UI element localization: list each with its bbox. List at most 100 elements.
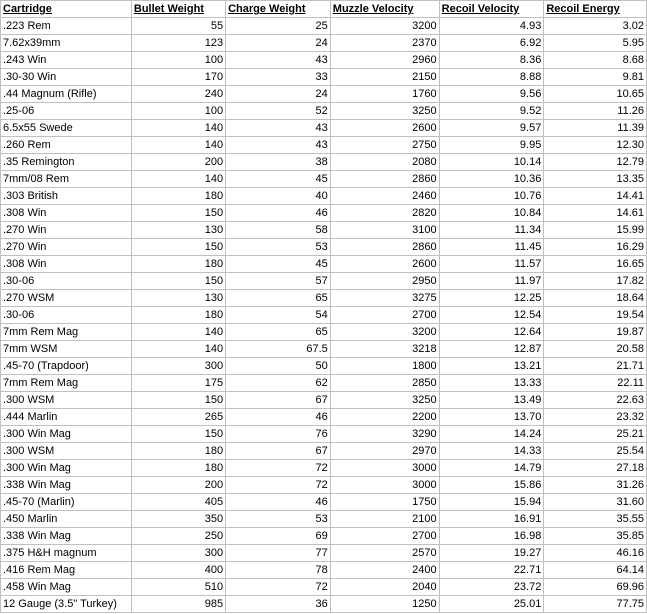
cell-cartridge: 7mm/08 Rem [1,171,132,188]
cell-value: 14.33 [439,443,544,460]
cell-value: 22.71 [439,562,544,579]
cell-value: 3000 [330,477,439,494]
table-row: .270 Win13058310011.3415.99 [1,222,647,239]
cell-value: 53 [226,511,331,528]
cell-value: 350 [131,511,225,528]
cell-cartridge: 7mm Rem Mag [1,375,132,392]
cell-value: 54 [226,307,331,324]
table-row: .30-0615057295011.9717.82 [1,273,647,290]
table-row: .338 Win Mag20072300015.8631.26 [1,477,647,494]
cell-cartridge: .30-06 [1,307,132,324]
cell-value: 46 [226,205,331,222]
table-row: .444 Marlin26546220013.7023.32 [1,409,647,426]
cell-cartridge: .444 Marlin [1,409,132,426]
cell-value: 11.97 [439,273,544,290]
cell-value: 21.71 [544,358,647,375]
cell-value: 10.65 [544,86,647,103]
cell-value: 3250 [330,392,439,409]
cell-value: 13.33 [439,375,544,392]
cell-value: 2040 [330,579,439,596]
cell-value: 2100 [330,511,439,528]
cell-value: 16.98 [439,528,544,545]
col-header-recoil-velocity: Recoil Velocity [439,1,544,18]
cell-value: 2750 [330,137,439,154]
col-header-bullet-weight: Bullet Weight [131,1,225,18]
cell-value: 2570 [330,545,439,562]
table-body: .223 Rem552532004.933.027.62x39mm1232423… [1,18,647,613]
cell-value: 76 [226,426,331,443]
cell-value: 2080 [330,154,439,171]
cell-value: 140 [131,341,225,358]
cell-value: 35.85 [544,528,647,545]
table-row: .458 Win Mag51072204023.7269.96 [1,579,647,596]
cell-value: 57 [226,273,331,290]
cell-value: 17.82 [544,273,647,290]
cell-value: 1800 [330,358,439,375]
table-row: .308 Win15046282010.8414.61 [1,205,647,222]
cell-value: 55 [131,18,225,35]
table-row: .44 Magnum (Rifle)2402417609.5610.65 [1,86,647,103]
cell-value: 35.55 [544,511,647,528]
cell-cartridge: .416 Rem Mag [1,562,132,579]
cell-cartridge: .308 Win [1,256,132,273]
cell-value: 14.41 [544,188,647,205]
cell-value: 2200 [330,409,439,426]
col-header-charge-weight: Charge Weight [226,1,331,18]
cell-value: 265 [131,409,225,426]
cell-value: 12.64 [439,324,544,341]
cell-value: 67 [226,392,331,409]
table-row: .30-30 Win1703321508.889.81 [1,69,647,86]
cell-value: 67 [226,443,331,460]
cell-value: 45 [226,256,331,273]
table-row: .243 Win1004329608.368.68 [1,52,647,69]
cell-cartridge: .458 Win Mag [1,579,132,596]
cell-value: 3275 [330,290,439,307]
cell-value: 2150 [330,69,439,86]
cell-value: 13.70 [439,409,544,426]
cell-cartridge: 6.5x55 Swede [1,120,132,137]
cell-value: 2860 [330,239,439,256]
cell-value: 11.34 [439,222,544,239]
cell-value: 4.93 [439,18,544,35]
cell-value: 40 [226,188,331,205]
cell-value: 12.79 [544,154,647,171]
cell-cartridge: 12 Gauge (3.5" Turkey) [1,596,132,613]
cell-value: 43 [226,120,331,137]
cell-cartridge: .243 Win [1,52,132,69]
table-row: .303 British18040246010.7614.41 [1,188,647,205]
cell-value: 43 [226,137,331,154]
table-row: .375 H&H magnum30077257019.2746.16 [1,545,647,562]
cell-value: 65 [226,324,331,341]
cell-value: 2700 [330,528,439,545]
cell-value: 180 [131,443,225,460]
cell-value: 13.21 [439,358,544,375]
cell-value: 180 [131,256,225,273]
cell-value: 14.79 [439,460,544,477]
cell-value: 27.18 [544,460,647,477]
table-header-row: Cartridge Bullet Weight Charge Weight Mu… [1,1,647,18]
cell-value: 175 [131,375,225,392]
cell-value: 1250 [330,596,439,613]
cell-value: 11.45 [439,239,544,256]
cell-value: 3290 [330,426,439,443]
cell-value: 11.57 [439,256,544,273]
cell-value: 77.75 [544,596,647,613]
cell-value: 11.39 [544,120,647,137]
cell-value: 140 [131,324,225,341]
table-row: .270 WSM13065327512.2518.64 [1,290,647,307]
table-row: .300 Win Mag18072300014.7927.18 [1,460,647,477]
cell-value: 3.02 [544,18,647,35]
cell-value: 69.96 [544,579,647,596]
cell-value: 78 [226,562,331,579]
cell-value: 67.5 [226,341,331,358]
cell-value: 19.87 [544,324,647,341]
table-row: .45-70 (Trapdoor)30050180013.2121.71 [1,358,647,375]
cell-value: 9.81 [544,69,647,86]
cell-value: 9.57 [439,120,544,137]
cell-cartridge: .300 Win Mag [1,426,132,443]
cell-cartridge: .450 Marlin [1,511,132,528]
cell-cartridge: .270 WSM [1,290,132,307]
cell-cartridge: .270 Win [1,239,132,256]
cell-cartridge: .45-70 (Marlin) [1,494,132,511]
cell-value: 240 [131,86,225,103]
